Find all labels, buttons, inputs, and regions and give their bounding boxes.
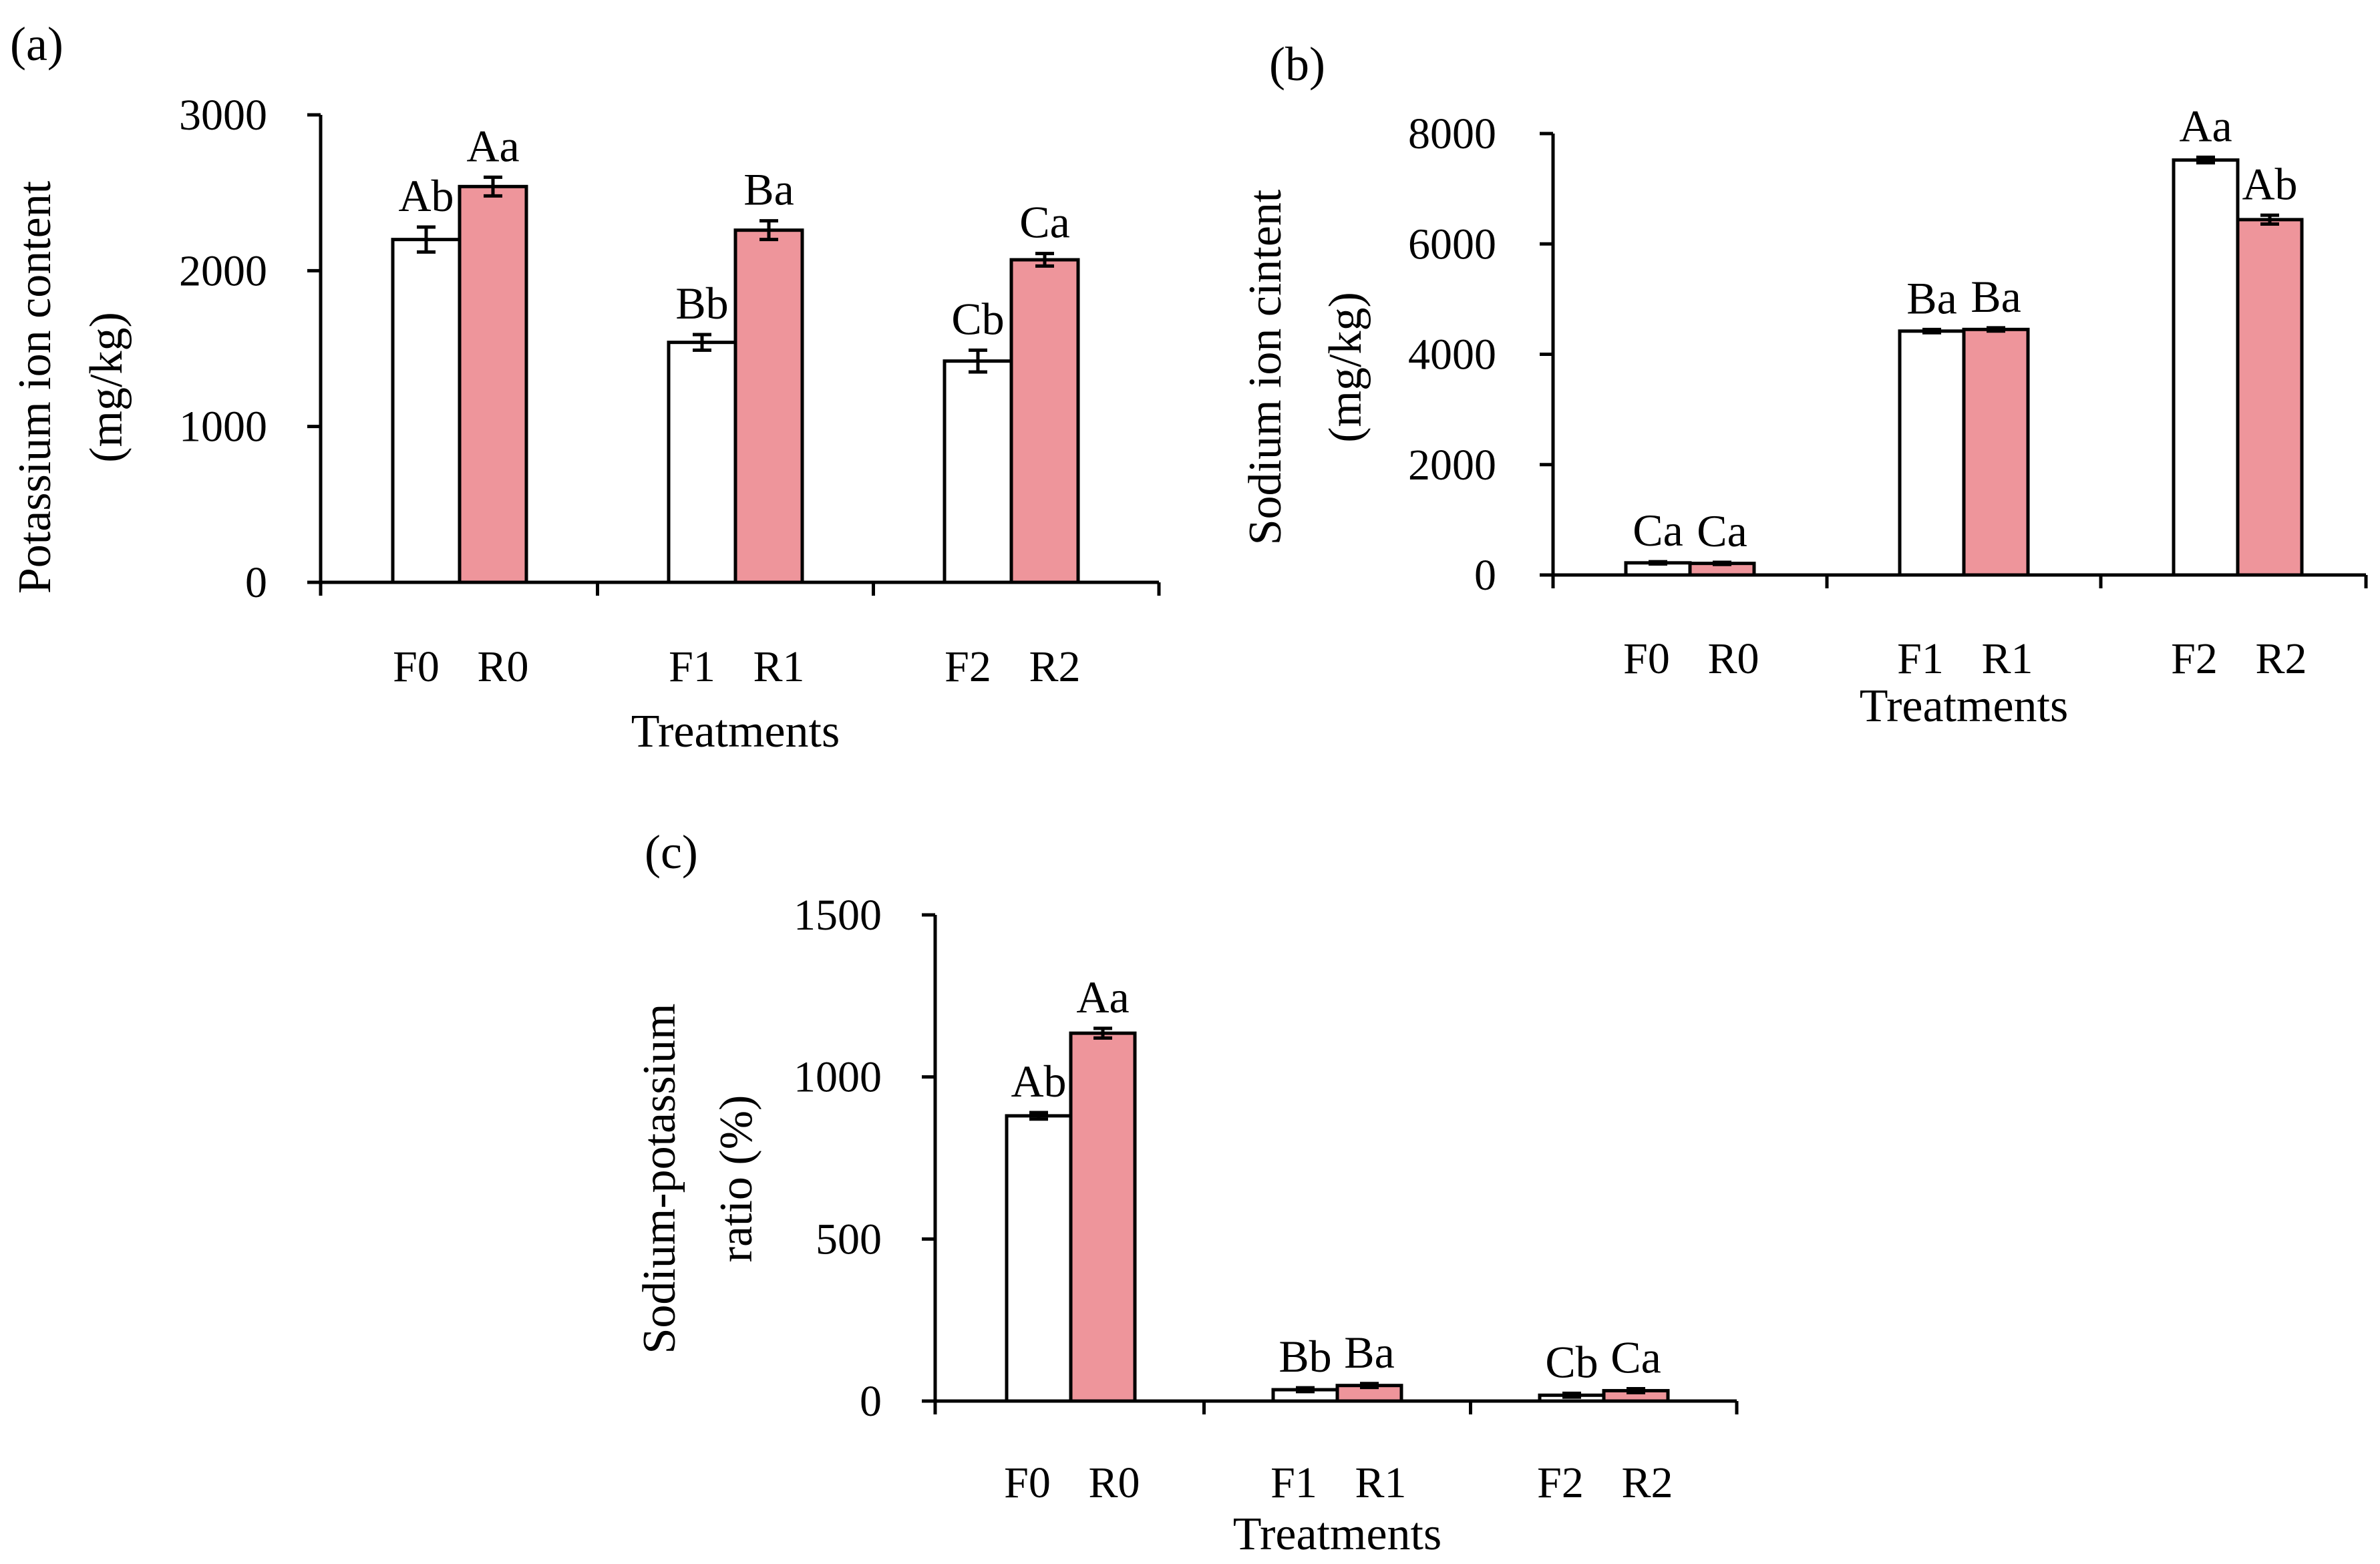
bar-f1: [1898, 329, 1966, 577]
y-tick-label: 4000: [1408, 331, 1496, 379]
x-axis-title: Treatments: [1860, 680, 2068, 732]
significance-letter: Ca: [1019, 197, 1070, 248]
significance-letter: Bb: [1279, 1331, 1331, 1382]
x-tick-label: F2: [1537, 1458, 1584, 1507]
y-tick-label: 2000: [1408, 441, 1496, 490]
panel-a: (a) 0 1000 2000 3000 Ab F0 Aa R0 Bb F1 Ba R1 Cb F2 Ca R2…: [9, 17, 1161, 757]
significance-letter: Ab: [398, 170, 454, 221]
x-tick-label: F1: [1270, 1458, 1317, 1507]
y-tick-label: 1500: [794, 891, 882, 940]
significance-letter: Ba: [1906, 272, 1957, 323]
x-tick-label: F0: [1004, 1458, 1051, 1507]
y-axis-title: Sodium ion cintent: [1240, 189, 1291, 545]
y-axis-title: Potassium ion content: [9, 180, 61, 594]
y-axis-title: ratio (%): [711, 1095, 762, 1263]
x-tick-label: R1: [1355, 1458, 1406, 1507]
bar-f1: [667, 341, 737, 584]
significance-letter: Aa: [2179, 101, 2232, 152]
y-axis-title: Sodium-potassium: [634, 1003, 685, 1354]
significance-letter: Bb: [675, 278, 728, 329]
x-tick-label: F0: [1623, 634, 1670, 683]
x-tick-label: R0: [477, 642, 528, 691]
y-tick-label: 0: [1474, 551, 1496, 600]
x-tick-label: R2: [2255, 634, 2307, 683]
x-tick-label: F2: [2171, 634, 2218, 683]
x-tick-label: F0: [393, 642, 440, 691]
y-tick-label: 8000: [1408, 110, 1496, 158]
significance-letter: Ba: [743, 164, 794, 215]
x-tick-label: R2: [1621, 1458, 1673, 1507]
x-tick-label: R0: [1088, 1458, 1140, 1507]
bar-f0: [391, 238, 462, 584]
significance-letter: Ab: [2242, 158, 2297, 209]
significance-letter: Ab: [1011, 1056, 1066, 1107]
bar-r2: [1009, 258, 1080, 584]
panel-c: (c) 0 500 1000 1500 Ab F0 Aa R0 Bb F1 Ba R1 Cb F2 Ca R2 T…: [634, 825, 1739, 1560]
x-tick-label: F1: [1897, 634, 1944, 683]
significance-letter: Cb: [951, 293, 1004, 344]
bar-r2: [2236, 218, 2304, 577]
x-tick-label: F1: [669, 642, 715, 691]
y-tick-label: 3000: [179, 91, 267, 140]
significance-letter: Aa: [466, 120, 519, 171]
bar-r1: [733, 228, 804, 584]
panel-b: (b) 0 2000 4000 6000 8000 Ca F0 Ca R0 Ba F1 Ba R1 Aa F2…: [1240, 37, 2368, 732]
x-tick-label: R2: [1029, 642, 1080, 691]
bar-f2: [2172, 158, 2240, 577]
y-tick-label: 2000: [179, 246, 267, 295]
y-axis-title: (mg/kg): [81, 312, 132, 463]
y-tick-label: 0: [860, 1377, 882, 1426]
x-tick-label: R0: [1707, 634, 1759, 683]
panel-label: (a): [10, 17, 63, 71]
x-axis-title: Treatments: [1233, 1509, 1441, 1560]
significance-letter: Cb: [1545, 1336, 1598, 1387]
panel-label: (b): [1269, 37, 1325, 91]
y-axis-title: (mg/kg): [1320, 292, 1371, 443]
significance-letter: Ba: [1344, 1327, 1395, 1378]
significance-letter: Ba: [1971, 271, 2021, 322]
y-tick-label: 500: [816, 1215, 882, 1263]
panel-label: (c): [645, 825, 698, 879]
significance-letter: Ca: [1610, 1332, 1661, 1383]
bar-f0: [1005, 1114, 1073, 1403]
y-tick-label: 6000: [1408, 220, 1496, 268]
bar-r1: [1962, 327, 2030, 577]
significance-letter: Aa: [1076, 972, 1129, 1022]
significance-letter: Ca: [1697, 506, 1747, 556]
x-axis-title: Treatments: [631, 706, 840, 757]
y-tick-label: 0: [245, 558, 267, 607]
significance-letter: Ca: [1633, 505, 1683, 556]
bar-r0: [458, 184, 528, 584]
y-tick-label: 1000: [794, 1053, 882, 1102]
x-tick-label: R1: [1981, 634, 2033, 683]
x-tick-label: F2: [945, 642, 991, 691]
y-tick-label: 1000: [179, 403, 267, 451]
bar-r0: [1069, 1031, 1137, 1403]
bar-f2: [943, 359, 1013, 584]
x-tick-label: R1: [753, 642, 804, 691]
